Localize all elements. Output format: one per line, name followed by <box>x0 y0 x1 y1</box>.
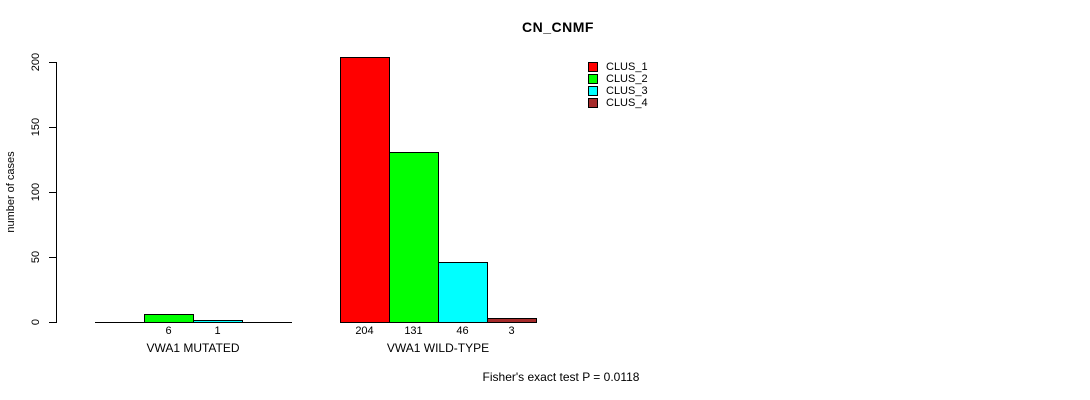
legend-label: CLUS_3 <box>606 85 648 97</box>
y-tick-mark <box>49 192 56 193</box>
legend-swatch-icon <box>588 98 598 108</box>
legend-label: CLUS_1 <box>606 61 648 73</box>
chart-title: CN_CNMF <box>522 19 594 35</box>
legend-row-clus_2: CLUS_2 <box>588 73 648 85</box>
y-axis-label: number of cases <box>5 151 17 233</box>
legend-swatch-icon <box>588 62 598 72</box>
y-tick-mark <box>49 257 56 258</box>
fisher-test-footnote: Fisher's exact test P = 0.0118 <box>482 370 640 384</box>
bar-clus_2 <box>144 314 194 323</box>
y-tick-label: 200 <box>30 52 42 72</box>
legend-label: CLUS_4 <box>606 97 648 109</box>
bar-count-label: 1 <box>214 325 221 337</box>
legend-row-clus_3: CLUS_3 <box>588 85 648 97</box>
bar-clus_3 <box>193 320 243 323</box>
y-axis-line <box>56 62 57 323</box>
y-tick-label: 150 <box>30 117 42 137</box>
legend-swatch-icon <box>588 86 598 96</box>
bar-clus_3 <box>438 262 488 323</box>
bar-count-label: 46 <box>456 325 469 337</box>
y-tick-mark <box>49 322 56 323</box>
legend-label: CLUS_2 <box>606 73 648 85</box>
bar-clus_1 <box>340 57 390 323</box>
y-tick-mark <box>49 127 56 128</box>
legend-row-clus_1: CLUS_1 <box>588 61 648 73</box>
y-tick-label: 50 <box>30 250 42 264</box>
y-tick-label: 0 <box>30 318 42 326</box>
x-category-label: VWA1 MUTATED <box>146 341 240 355</box>
legend-row-clus_4: CLUS_4 <box>588 97 648 109</box>
legend-swatch-icon <box>588 74 598 84</box>
bar-clus_2 <box>389 152 439 323</box>
y-tick-mark <box>49 62 56 63</box>
bar-count-label: 6 <box>165 325 172 337</box>
bar-count-label: 131 <box>404 325 423 337</box>
bar-clus_4 <box>487 318 537 323</box>
bar-count-label: 204 <box>355 325 374 337</box>
bar-count-label: 3 <box>508 325 515 337</box>
chart-legend: CLUS_1 CLUS_2 CLUS_3 CLUS_4 <box>588 61 648 109</box>
x-category-label: VWA1 WILD-TYPE <box>386 341 490 355</box>
y-tick-label: 100 <box>30 182 42 202</box>
